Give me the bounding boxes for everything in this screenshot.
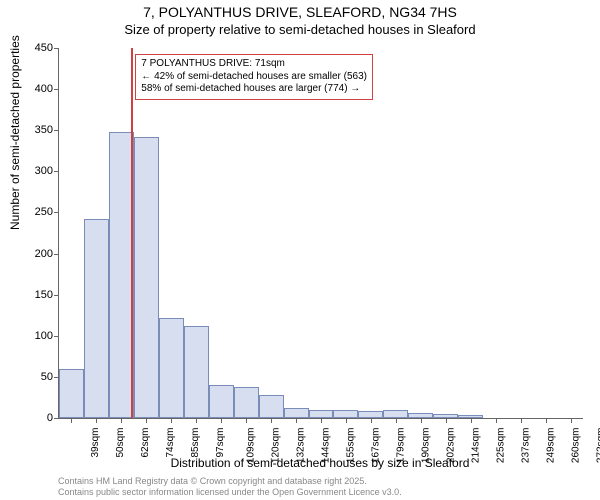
y-tick-mark [54, 212, 59, 213]
x-tick-mark [246, 418, 247, 423]
x-tick-label: 272sqm [595, 428, 600, 464]
y-tick-mark [54, 254, 59, 255]
bar [209, 385, 234, 418]
x-tick-mark [296, 418, 297, 423]
y-tick-mark [54, 89, 59, 90]
x-tick-label: 62sqm [140, 428, 151, 458]
chart-subtitle: Size of property relative to semi-detach… [0, 22, 600, 37]
bar [234, 387, 259, 418]
y-tick-label: 0 [47, 412, 53, 424]
x-tick-mark [421, 418, 422, 423]
plot-area: 7 POLYANTHUS DRIVE: 71sqm ← 42% of semi-… [58, 48, 583, 419]
x-tick-mark [121, 418, 122, 423]
x-tick-label: 74sqm [165, 428, 176, 458]
x-tick-mark [446, 418, 447, 423]
y-tick-label: 50 [41, 371, 53, 383]
y-tick-label: 100 [35, 330, 53, 342]
y-tick-label: 150 [35, 289, 53, 301]
y-tick-mark [54, 418, 59, 419]
x-axis-label: Distribution of semi-detached houses by … [58, 456, 582, 470]
x-tick-mark [521, 418, 522, 423]
x-tick-mark [571, 418, 572, 423]
bar [109, 132, 134, 418]
bar [333, 410, 358, 418]
x-tick-mark [546, 418, 547, 423]
y-tick-mark [54, 48, 59, 49]
annotation-line-3: 58% of semi-detached houses are larger (… [141, 83, 367, 96]
x-tick-mark [96, 418, 97, 423]
chart-container: 7, POLYANTHUS DRIVE, SLEAFORD, NG34 7HS … [0, 0, 600, 500]
bar [383, 410, 408, 418]
footer-line-1: Contains HM Land Registry data © Crown c… [58, 476, 402, 487]
bar [184, 326, 209, 418]
bar [59, 369, 84, 418]
annotation-box: 7 POLYANTHUS DRIVE: 71sqm ← 42% of semi-… [135, 54, 373, 100]
x-tick-mark [496, 418, 497, 423]
chart-title: 7, POLYANTHUS DRIVE, SLEAFORD, NG34 7HS [0, 4, 600, 20]
x-tick-label: 50sqm [115, 428, 126, 458]
y-tick-label: 300 [35, 165, 53, 177]
annotation-line-2: ← 42% of semi-detached houses are smalle… [141, 71, 367, 84]
bar [159, 318, 184, 418]
x-tick-mark [271, 418, 272, 423]
y-tick-mark [54, 171, 59, 172]
footer-line-2: Contains public sector information licen… [58, 487, 402, 498]
x-tick-mark [221, 418, 222, 423]
y-tick-mark [54, 295, 59, 296]
y-tick-label: 450 [35, 42, 53, 54]
x-tick-mark [196, 418, 197, 423]
marker-line [131, 48, 133, 418]
bar [309, 410, 334, 418]
x-tick-label: 39sqm [90, 428, 101, 458]
footer: Contains HM Land Registry data © Crown c… [58, 476, 402, 498]
annotation-line-1: 7 POLYANTHUS DRIVE: 71sqm [141, 58, 367, 71]
bar [284, 408, 309, 418]
x-tick-mark [321, 418, 322, 423]
x-tick-mark [71, 418, 72, 423]
y-tick-label: 400 [35, 83, 53, 95]
y-tick-label: 250 [35, 206, 53, 218]
bar [134, 137, 159, 418]
y-tick-mark [54, 336, 59, 337]
bar [259, 395, 284, 418]
x-tick-mark [471, 418, 472, 423]
x-tick-mark [146, 418, 147, 423]
bar [84, 219, 109, 418]
x-tick-label: 85sqm [190, 428, 201, 458]
x-tick-label: 97sqm [215, 428, 226, 458]
x-tick-mark [171, 418, 172, 423]
y-tick-label: 200 [35, 248, 53, 260]
x-tick-mark [371, 418, 372, 423]
y-tick-mark [54, 130, 59, 131]
y-tick-label: 350 [35, 124, 53, 136]
x-tick-mark [346, 418, 347, 423]
x-tick-mark [396, 418, 397, 423]
y-axis-label: Number of semi-detached properties [8, 35, 22, 230]
